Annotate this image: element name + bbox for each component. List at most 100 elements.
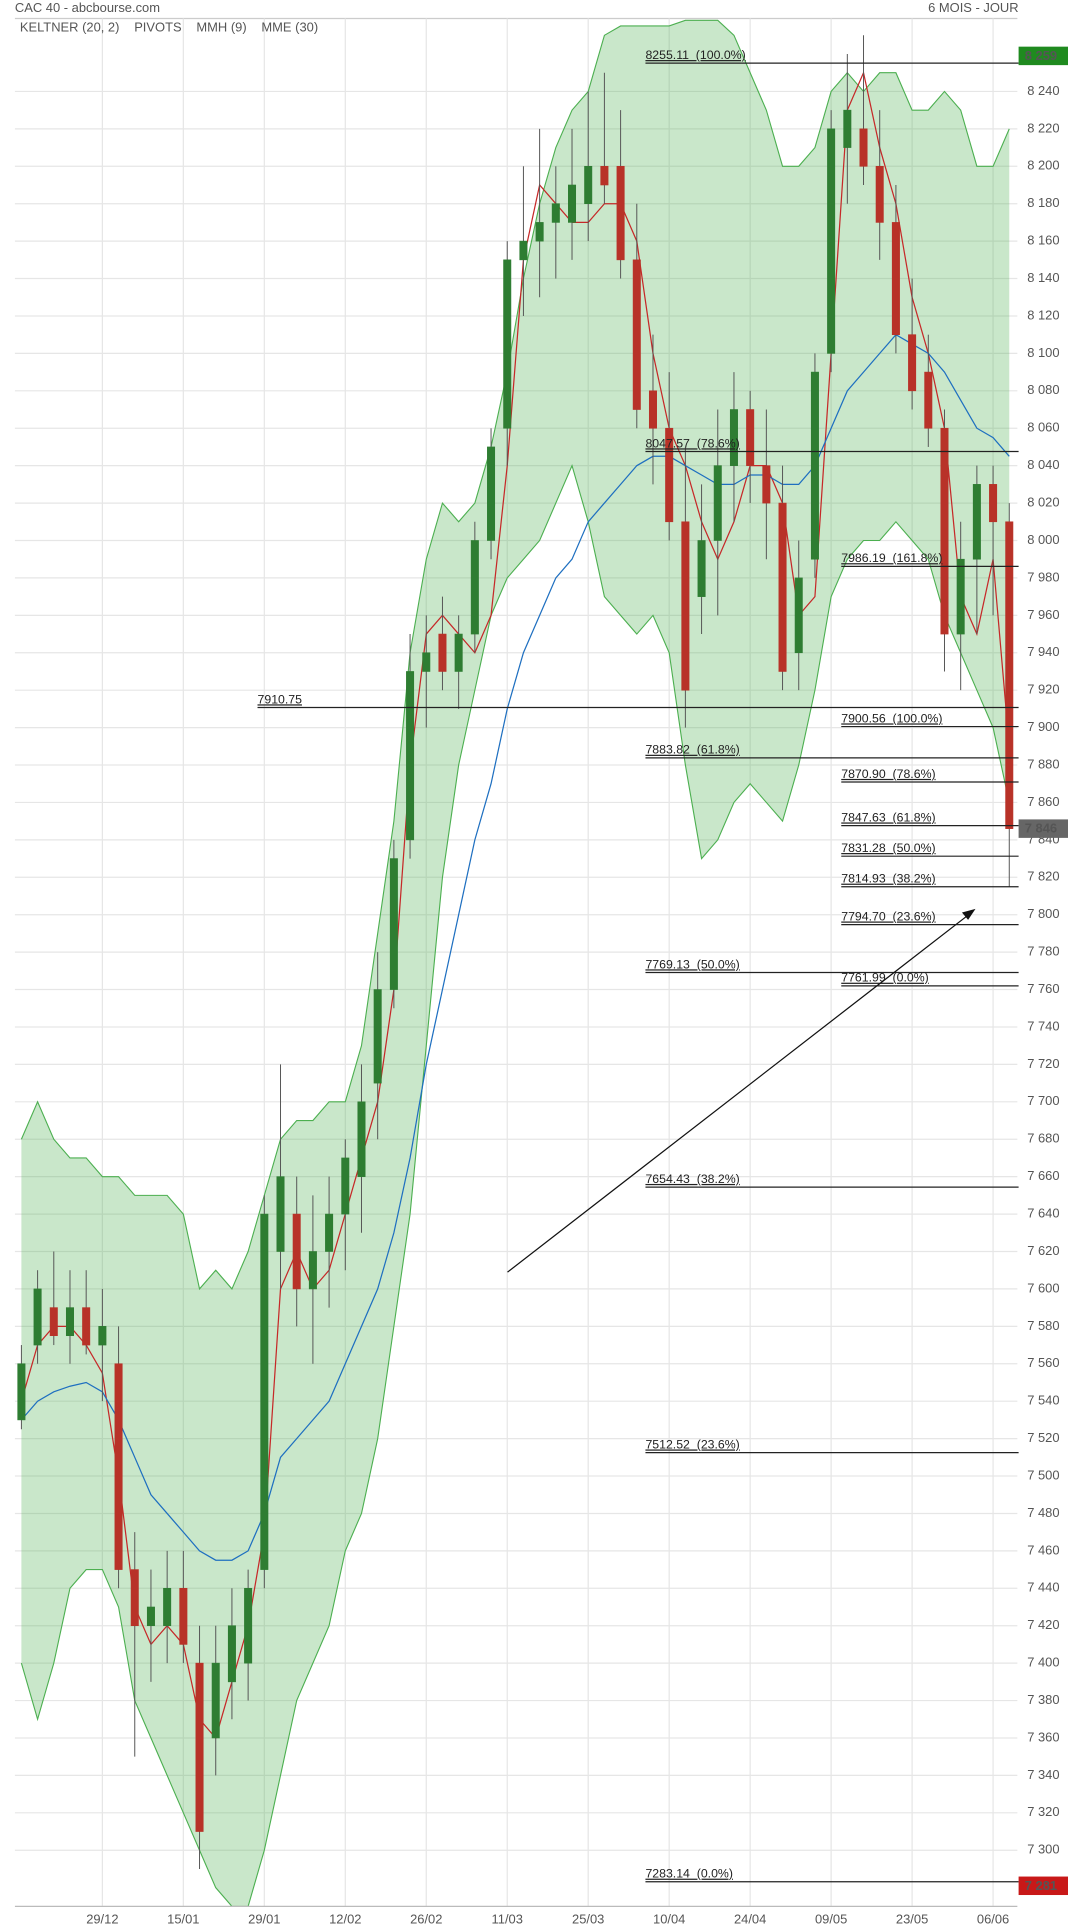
candle-body [17, 1363, 26, 1421]
candle-body [908, 334, 917, 392]
pivot-label: 7283.14 (0.0%) [645, 1867, 733, 1881]
candle-body [49, 1307, 58, 1337]
x-tick-label: 26/02 [410, 1911, 442, 1926]
x-tick-label: 24/04 [734, 1911, 766, 1926]
y-tick-label: 7 900 [1027, 719, 1059, 734]
y-tick-label: 7 420 [1027, 1617, 1059, 1632]
axes: 7 300 7 320 7 340 7 360 7 380 7 400 7 420 7 440… [86, 46, 1068, 1926]
candle-body [276, 1176, 285, 1252]
keltner [20, 19, 1010, 1907]
keltner-band [21, 20, 1010, 1907]
y-tick-label: 7 980 [1027, 569, 1059, 584]
candle-body [438, 633, 447, 672]
x-tick-label: 06/06 [977, 1911, 1009, 1926]
y-tick-label: 7 620 [1027, 1243, 1059, 1258]
candle-body [648, 390, 657, 429]
candle-body [389, 858, 398, 990]
legend-item: MME (30) [261, 20, 318, 35]
candle-body [1005, 521, 1014, 829]
y-tick-label: 7 720 [1027, 1056, 1059, 1071]
arrow-head [961, 908, 976, 920]
candle-body [940, 427, 949, 635]
chart-subtitle: 6 MOIS - JOUR [928, 0, 1018, 15]
y-tick-label: 7 400 [1027, 1655, 1059, 1670]
candle-body [551, 203, 560, 223]
y-tick-label: 8 040 [1027, 457, 1059, 472]
candle-body [859, 128, 868, 167]
keltner-lower [20, 464, 1010, 1907]
candle-body [308, 1251, 317, 1290]
candle-body [470, 540, 479, 635]
candle-body [584, 165, 593, 205]
y-tick-label: 8 100 [1027, 345, 1059, 360]
pivot-label: 7654.43 (38.2%) [645, 1172, 739, 1186]
y-tick-label: 7 780 [1027, 944, 1059, 959]
candle-body [616, 165, 625, 261]
y-tick-label: 7 380 [1027, 1692, 1059, 1707]
candle-body [33, 1288, 42, 1346]
ma-line [20, 333, 1010, 1561]
price-marker-label: 8 259 [1025, 48, 1057, 63]
y-tick-label: 7 640 [1027, 1206, 1059, 1221]
candle-body [891, 222, 900, 335]
y-tick-label: 8 060 [1027, 420, 1059, 435]
candle-body [211, 1662, 220, 1739]
x-tick-label: 09/05 [815, 1911, 847, 1926]
pivot-label: 7512.52 (23.6%) [645, 1437, 739, 1451]
x-tick-label: 15/01 [167, 1911, 199, 1926]
pivot-label: 7910.75 [258, 692, 303, 706]
pivot-label: 7986.19 (161.8%) [841, 551, 942, 565]
candle-body [729, 409, 738, 466]
y-tick-label: 7 960 [1027, 607, 1059, 622]
pivot-label: 7883.82 (61.8%) [645, 743, 739, 757]
y-tick-label: 7 300 [1027, 1842, 1059, 1857]
candle-body [665, 427, 674, 523]
candle-body [681, 521, 690, 691]
candle-body [810, 371, 819, 560]
candle-body [357, 1101, 366, 1177]
candle-body [600, 165, 609, 186]
indicators [20, 70, 1010, 1740]
y-tick-label: 7 340 [1027, 1767, 1059, 1782]
candle-body [843, 109, 852, 148]
pivot-label: 7761.99 (0.0%) [841, 971, 929, 985]
pivots: 8255.11 (100.0%) 8047.57 (78.6%) 7986.19 (… [258, 48, 1019, 1883]
candle-body [341, 1157, 350, 1215]
arrow-line [507, 910, 974, 1273]
candle-body [325, 1213, 334, 1252]
candle-body [130, 1569, 139, 1627]
candle-body [244, 1587, 253, 1664]
candles [17, 35, 1014, 1869]
chart-title: CAC 40 - abcbourse.com [15, 0, 160, 15]
y-tick-label: 7 440 [1027, 1580, 1059, 1595]
y-tick-label: 7 700 [1027, 1093, 1059, 1108]
y-tick-label: 7 540 [1027, 1393, 1059, 1408]
price-marker-label: 7 281 [1025, 1878, 1057, 1893]
x-tick-label: 29/12 [86, 1911, 118, 1926]
x-tick-label: 29/01 [248, 1911, 280, 1926]
x-tick-label: 12/02 [329, 1911, 361, 1926]
keltner-upper [20, 19, 1010, 1291]
candle-body [778, 502, 787, 672]
x-tick-label: 11/03 [492, 1911, 523, 1926]
x-tick-label: 25/03 [572, 1911, 604, 1926]
y-tick-label: 7 860 [1027, 794, 1059, 809]
y-tick-label: 8 240 [1027, 83, 1059, 98]
y-tick-label: 8 080 [1027, 382, 1059, 397]
y-tick-label: 8 020 [1027, 494, 1059, 509]
y-tick-label: 7 920 [1027, 682, 1059, 697]
y-tick-label: 7 940 [1027, 644, 1059, 659]
y-tick-label: 7 660 [1027, 1168, 1059, 1183]
legend-item: PIVOTS [134, 20, 182, 35]
candle-body [827, 128, 836, 354]
x-tick-label: 23/05 [896, 1911, 928, 1926]
y-tick-label: 7 360 [1027, 1729, 1059, 1744]
y-tick-label: 7 680 [1027, 1131, 1059, 1146]
candle-body [972, 484, 981, 560]
candle-body [487, 446, 496, 541]
y-tick-label: 7 800 [1027, 906, 1059, 921]
y-tick-label: 7 460 [1027, 1542, 1059, 1557]
candle-body [260, 1213, 269, 1570]
